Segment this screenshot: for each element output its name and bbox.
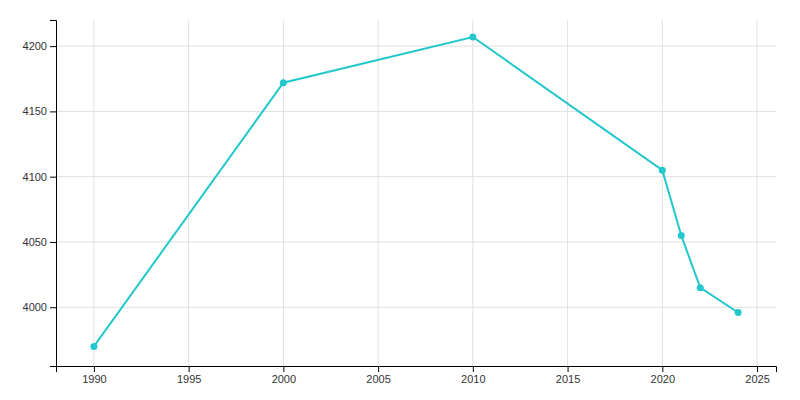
x-tick: 2005 bbox=[366, 366, 390, 385]
chart: 1990 1995 2000 2005 2010 2015 2020 2025 4000 4050… bbox=[0, 0, 800, 400]
x-tick: 1995 bbox=[177, 366, 201, 385]
x-tick-mark bbox=[378, 366, 379, 372]
point bbox=[659, 167, 666, 174]
grid-line-y bbox=[56, 241, 776, 242]
y-tick-label: 4200 bbox=[23, 40, 47, 52]
y-tick-label: 4000 bbox=[23, 301, 47, 313]
y-tick-mark bbox=[50, 307, 56, 308]
y-tick-mark bbox=[50, 46, 56, 47]
y-tick-mark bbox=[50, 177, 56, 178]
x-tick-mark bbox=[283, 366, 284, 372]
x-tick-label: 1995 bbox=[177, 373, 201, 385]
x-tick-label: 1990 bbox=[82, 373, 106, 385]
grid-line-x bbox=[378, 20, 379, 366]
y-tick: 4000 bbox=[23, 301, 56, 313]
grid-line-x bbox=[757, 20, 758, 366]
x-tick-label: 2005 bbox=[366, 373, 390, 385]
grid-line-y bbox=[56, 307, 776, 308]
grid-line-y bbox=[56, 176, 776, 177]
x-tick-label: 2010 bbox=[461, 373, 485, 385]
grid-line-y bbox=[56, 111, 776, 112]
grid-line-x bbox=[662, 20, 663, 366]
grid-line-x bbox=[567, 20, 568, 366]
marks bbox=[90, 33, 741, 349]
x-tick-mark bbox=[662, 366, 663, 372]
x-tick: 2010 bbox=[461, 366, 485, 385]
y-tick: 4200 bbox=[23, 40, 56, 52]
point bbox=[280, 79, 287, 86]
grid bbox=[56, 20, 776, 366]
y-axis-line bbox=[50, 21, 57, 367]
x-tick: 2000 bbox=[272, 366, 296, 385]
x-tick: 2015 bbox=[556, 366, 580, 385]
x-tick-mark bbox=[568, 366, 569, 372]
grid-line-x bbox=[283, 20, 284, 366]
y-tick: 4050 bbox=[23, 236, 56, 248]
x-tick-label: 2015 bbox=[556, 373, 580, 385]
y-axis: 4000 4050 4100 4150 4200 bbox=[23, 21, 57, 367]
point bbox=[697, 284, 704, 291]
y-tick-label: 4100 bbox=[23, 171, 47, 183]
point bbox=[735, 309, 742, 316]
point bbox=[90, 343, 97, 350]
y-tick-label: 4150 bbox=[23, 105, 47, 117]
y-tick: 4150 bbox=[23, 105, 56, 117]
y-tick-mark bbox=[50, 111, 56, 112]
x-tick-mark bbox=[189, 366, 190, 372]
grid-line-x bbox=[93, 20, 94, 366]
plot-area: 1990 1995 2000 2005 2010 2015 2020 2025 4000 4050… bbox=[23, 20, 777, 385]
y-tick: 4100 bbox=[23, 171, 56, 183]
x-tick: 1990 bbox=[82, 366, 106, 385]
x-tick-label: 2020 bbox=[651, 373, 675, 385]
line bbox=[94, 37, 738, 346]
grid-line-y bbox=[56, 46, 776, 47]
x-axis-line bbox=[57, 367, 777, 373]
x-tick: 2025 bbox=[745, 366, 769, 385]
point bbox=[678, 232, 685, 239]
x-tick-mark bbox=[94, 366, 95, 372]
x-tick-label: 2000 bbox=[272, 373, 296, 385]
x-tick: 2020 bbox=[651, 366, 675, 385]
x-tick-mark bbox=[473, 366, 474, 372]
grid-line-x bbox=[472, 20, 473, 366]
x-axis: 1990 1995 2000 2005 2010 2015 2020 2025 bbox=[57, 366, 777, 385]
y-tick-label: 4050 bbox=[23, 236, 47, 248]
x-tick-label: 2025 bbox=[745, 373, 769, 385]
point bbox=[469, 33, 476, 40]
x-tick-mark bbox=[757, 366, 758, 372]
y-tick-mark bbox=[50, 242, 56, 243]
grid-line-x bbox=[188, 20, 189, 366]
